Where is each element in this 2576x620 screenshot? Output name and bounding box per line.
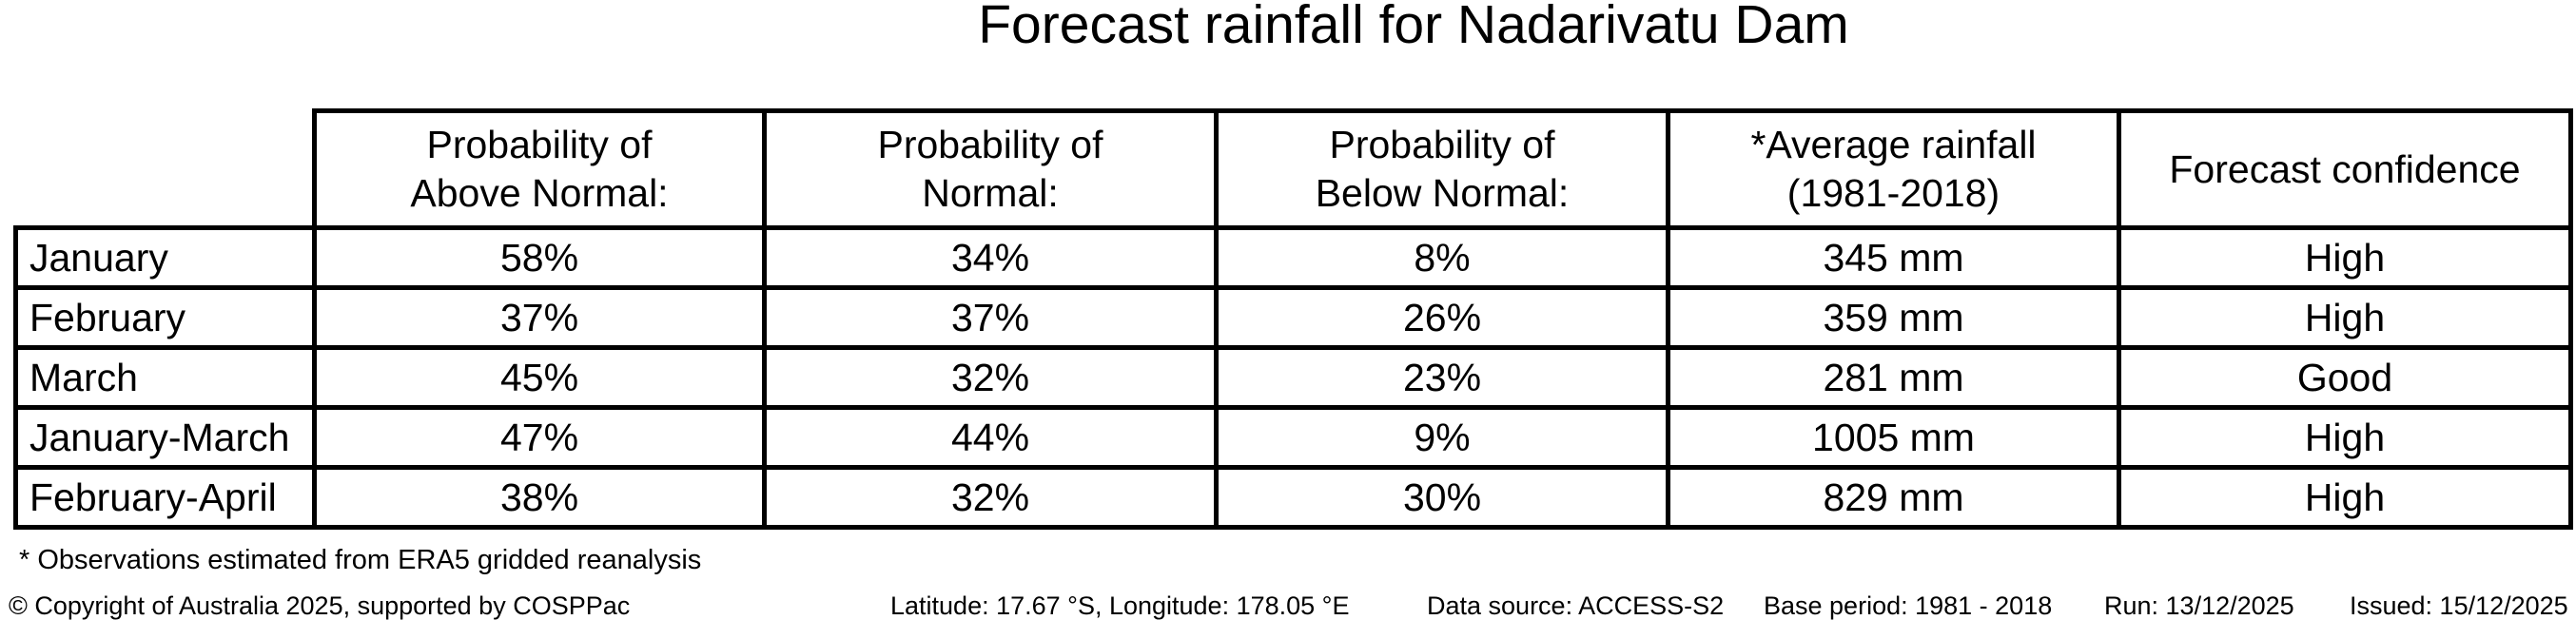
column-header-forecast-confidence: Forecast confidence xyxy=(2117,108,2573,230)
table-row-march: March 45% 32% 23% 281 mm Good xyxy=(13,345,2573,410)
footer-lat-lon: Latitude: 17.67 °S, Longitude: 178.05 °E xyxy=(890,591,1350,620)
table-cell-below-normal: 30% xyxy=(1214,465,1670,530)
table-cell-average-rainfall: 1005 mm xyxy=(1666,405,2121,470)
table-row-february: February 37% 37% 26% 359 mm High xyxy=(13,285,2573,350)
row-label: February xyxy=(13,285,317,350)
table-cell-above-normal: 38% xyxy=(312,465,767,530)
forecast-table: Probability of Above Normal: Probability… xyxy=(13,108,2573,530)
table-cell-confidence: High xyxy=(2117,285,2573,350)
table-cell-confidence: Good xyxy=(2117,345,2573,410)
table-cell-below-normal: 9% xyxy=(1214,405,1670,470)
page-title: Forecast rainfall for Nadarivatu Dam xyxy=(978,0,1849,55)
table-cell-normal: 32% xyxy=(762,465,1219,530)
column-header-average-rainfall: *Average rainfall (1981-2018) xyxy=(1666,108,2121,230)
table-cell-above-normal: 45% xyxy=(312,345,767,410)
table-row-february-april: February-April 38% 32% 30% 829 mm High xyxy=(13,465,2573,530)
table-row-january: January 58% 34% 8% 345 mm High xyxy=(13,225,2573,290)
column-header-above-normal: Probability of Above Normal: xyxy=(312,108,767,230)
column-header-below-normal: Probability of Below Normal: xyxy=(1214,108,1670,230)
header-row: Probability of Above Normal: Probability… xyxy=(16,108,2573,230)
table-cell-normal: 44% xyxy=(762,405,1219,470)
table-cell-average-rainfall: 281 mm xyxy=(1666,345,2121,410)
table-cell-average-rainfall: 829 mm xyxy=(1666,465,2121,530)
column-header-normal: Probability of Normal: xyxy=(762,108,1219,230)
table-cell-confidence: High xyxy=(2117,405,2573,470)
table-cell-above-normal: 47% xyxy=(312,405,767,470)
footer-copyright: © Copyright of Australia 2025, supported… xyxy=(9,591,631,620)
footer-base-period: Base period: 1981 - 2018 xyxy=(1764,591,2053,620)
table-cell-below-normal: 8% xyxy=(1214,225,1670,290)
table-cell-normal: 37% xyxy=(762,285,1219,350)
table-row-january-march: January-March 47% 44% 9% 1005 mm High xyxy=(13,405,2573,470)
corner-cell xyxy=(16,111,315,228)
table-cell-normal: 32% xyxy=(762,345,1219,410)
table-cell-average-rainfall: 359 mm xyxy=(1666,285,2121,350)
footer-data-source: Data source: ACCESS-S2 xyxy=(1427,591,1725,620)
table-cell-above-normal: 37% xyxy=(312,285,767,350)
table-cell-normal: 34% xyxy=(762,225,1219,290)
row-label: January xyxy=(13,225,317,290)
footer-run-date: Run: 13/12/2025 xyxy=(2104,591,2294,620)
table-cell-below-normal: 26% xyxy=(1214,285,1670,350)
row-label: February-April xyxy=(13,465,317,530)
row-label: January-March xyxy=(13,405,317,470)
table-cell-confidence: High xyxy=(2117,465,2573,530)
table-cell-above-normal: 58% xyxy=(312,225,767,290)
table-cell-below-normal: 23% xyxy=(1214,345,1670,410)
table-cell-confidence: High xyxy=(2117,225,2573,290)
footnote-observations: * Observations estimated from ERA5 gridd… xyxy=(19,545,702,575)
row-label: March xyxy=(13,345,317,410)
table-cell-average-rainfall: 345 mm xyxy=(1666,225,2121,290)
footer-issued-date: Issued: 15/12/2025 xyxy=(2350,591,2568,620)
